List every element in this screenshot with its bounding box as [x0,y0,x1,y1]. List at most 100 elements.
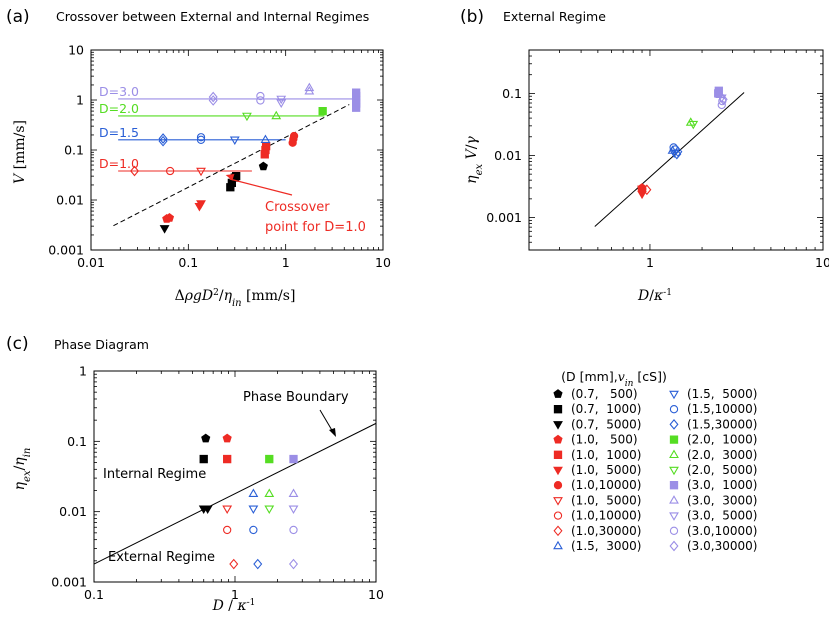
panel-c-point-p1000 [289,454,298,464]
panel-c-point-b5000 [202,505,213,514]
panel-c-point-r0500 [222,433,232,443]
legend-marker-p1000 [669,481,679,490]
legend-label-r30000o: (1.0,30000) [571,524,641,538]
panel-a-point-r10000o [165,166,175,176]
panel-c-point-r5000o [222,505,233,514]
panel-a-ytick-label: 1 [76,93,84,108]
panel-c-point-p5000 [288,505,299,514]
panel-a-point-bl10000 [196,133,206,142]
panel-b-ylabel: ηex V/γ [464,136,485,184]
panel-c-point-g1000 [265,454,274,464]
level-label-2: D=1.5 [99,125,139,140]
legend-marker-g5000 [669,466,679,476]
crossover-annotation: Crossover point for D=1.0 [225,173,366,235]
panel-b-xlabel: D/κ-1 [637,288,672,304]
legend-marker-r0500 [553,434,563,444]
panel-c-point-b1000 [199,454,208,464]
legend-label-b0500: (0.7, 500) [571,387,638,401]
legend-label-bl10000: (1.5,10000) [687,402,757,416]
panel-c-point-p3000 [288,488,299,497]
panel-a-point-r10000f [289,131,299,141]
panel-c-point-p30000 [289,558,299,570]
legend-marker-bl30000 [669,419,679,430]
legend-marker-b5000 [553,421,563,430]
panel-a-point-bl5000 [229,136,240,146]
panel-a-point-bl3000 [260,134,271,144]
panel-c-ytick-label: 0.1 [67,434,87,449]
panel-a-plot: 0.01 0.1 1 100.0010.010.1110D=3.0D=2.0D=1.5… [48,43,391,271]
panel-a-xtick-label: 10 [375,255,391,270]
panel-a: (a) Crossover between External and Inter… [6,7,391,309]
panel-b-ytick-label: 0.1 [502,86,522,101]
panel-c-point-bl3000 [248,488,259,497]
crossover-arrow [229,178,293,196]
legend-marker-b1000 [553,405,563,414]
legend-marker-r5000o [553,497,563,506]
panel-a-point-r5000o [196,167,206,177]
legend-marker-p3000 [669,495,679,504]
panel-b-point-bl30000 [673,146,683,158]
level-label-1: D=2.0 [99,101,139,116]
panel-c-title: Phase Diagram [54,337,149,352]
legend-marker-p30000 [669,540,679,552]
panel-b-label: (b) [460,7,484,27]
panel-a-point-r5000f [196,200,206,209]
panel-a-ytick-label: 10 [68,43,84,58]
panel-c-xtick-label: 10 [368,587,384,602]
legend-label-b1000: (0.7, 1000) [571,402,641,416]
panel-b-point-p3000 [715,89,726,99]
legend-marker-p5000 [669,512,679,521]
legend-marker-r10000o [553,511,563,520]
legend-label-g5000: (2.0, 5000) [687,463,757,477]
panel-a-point-p1000 [352,88,361,97]
legend-marker-r30000o [553,525,563,537]
phase-boundary-arrowhead [329,428,336,437]
panel-b-xtick-label: 1 [646,255,654,270]
crossover-text-1: Crossover [265,200,330,215]
level-label-0: D=3.0 [99,84,139,99]
panel-a-point-g3000 [271,110,282,120]
legend-marker-r10000f [553,481,563,490]
legend-label-bl5000: (1.5, 5000) [687,387,757,401]
panel-c-ylabel: ηex/ηin [12,448,33,491]
legend-label-g1000: (2.0, 1000) [687,433,757,447]
legend-marker-r5000f [553,466,563,476]
panel-a-point-g5000 [242,112,252,122]
panel-a-point-p10000 [256,91,265,101]
panel-c-point-r30000o [229,558,239,570]
panel-c-ytick-label: 0.01 [59,504,87,519]
legend-label-r5000f: (1.0, 5000) [571,463,641,477]
legend: (D [mm],vin [cS]) (0.7, 500)(0.7, 1000)(… [553,369,757,553]
phase-boundary-label: Phase Boundary [243,390,349,405]
panel-c-plot: 0.1 1 10 0.001 0.01 0.1 1 [51,364,384,603]
panel-a-xtick-label: 1 [282,255,290,270]
panel-a-point-r1000 [261,141,271,151]
panel-c-label: (c) [6,334,29,354]
legend-label-r10000o: (1.0,10000) [571,509,641,523]
panel-c-point-r10000o [223,525,232,535]
panel-c-point-r1000 [223,454,232,464]
panel-b-ytick-label: 0.01 [494,148,522,163]
panel-a-point-b0500 [258,161,268,171]
legend-title: (D [mm],vin [cS]) [561,369,667,389]
panel-b-point-p30000 [718,94,728,105]
legend-marker-bl10000 [669,405,679,414]
phase-boundary-line [93,422,377,565]
panel-c-point-bl30000 [253,558,263,570]
panel-b-ytick-label: 0.001 [486,210,522,225]
external-regime-label: External Regime [108,550,215,565]
legend-label-p5000: (3.0, 5000) [687,509,757,523]
panel-c-point-bl5000 [248,505,259,514]
panel-c: (c) Phase Diagram 0.1 1 10 0.001 0.01 0.1 1 ηe… [6,334,384,614]
panel-c-point-b0500 [201,433,211,443]
internal-regime-label: Internal Regime [103,467,206,482]
panel-c-ytick-label: 1 [79,364,87,379]
panel-b-point-r5000o [637,185,647,195]
panel-a-point-bl30000 [158,133,168,144]
phase-boundary-arrow [319,409,334,433]
legend-label-b5000: (0.7, 5000) [571,417,641,431]
panel-a-ylabel: V [mm/s] [12,120,28,184]
panel-c-xtick-label: 1 [231,587,239,602]
level-label-3: D=1.0 [99,156,139,171]
